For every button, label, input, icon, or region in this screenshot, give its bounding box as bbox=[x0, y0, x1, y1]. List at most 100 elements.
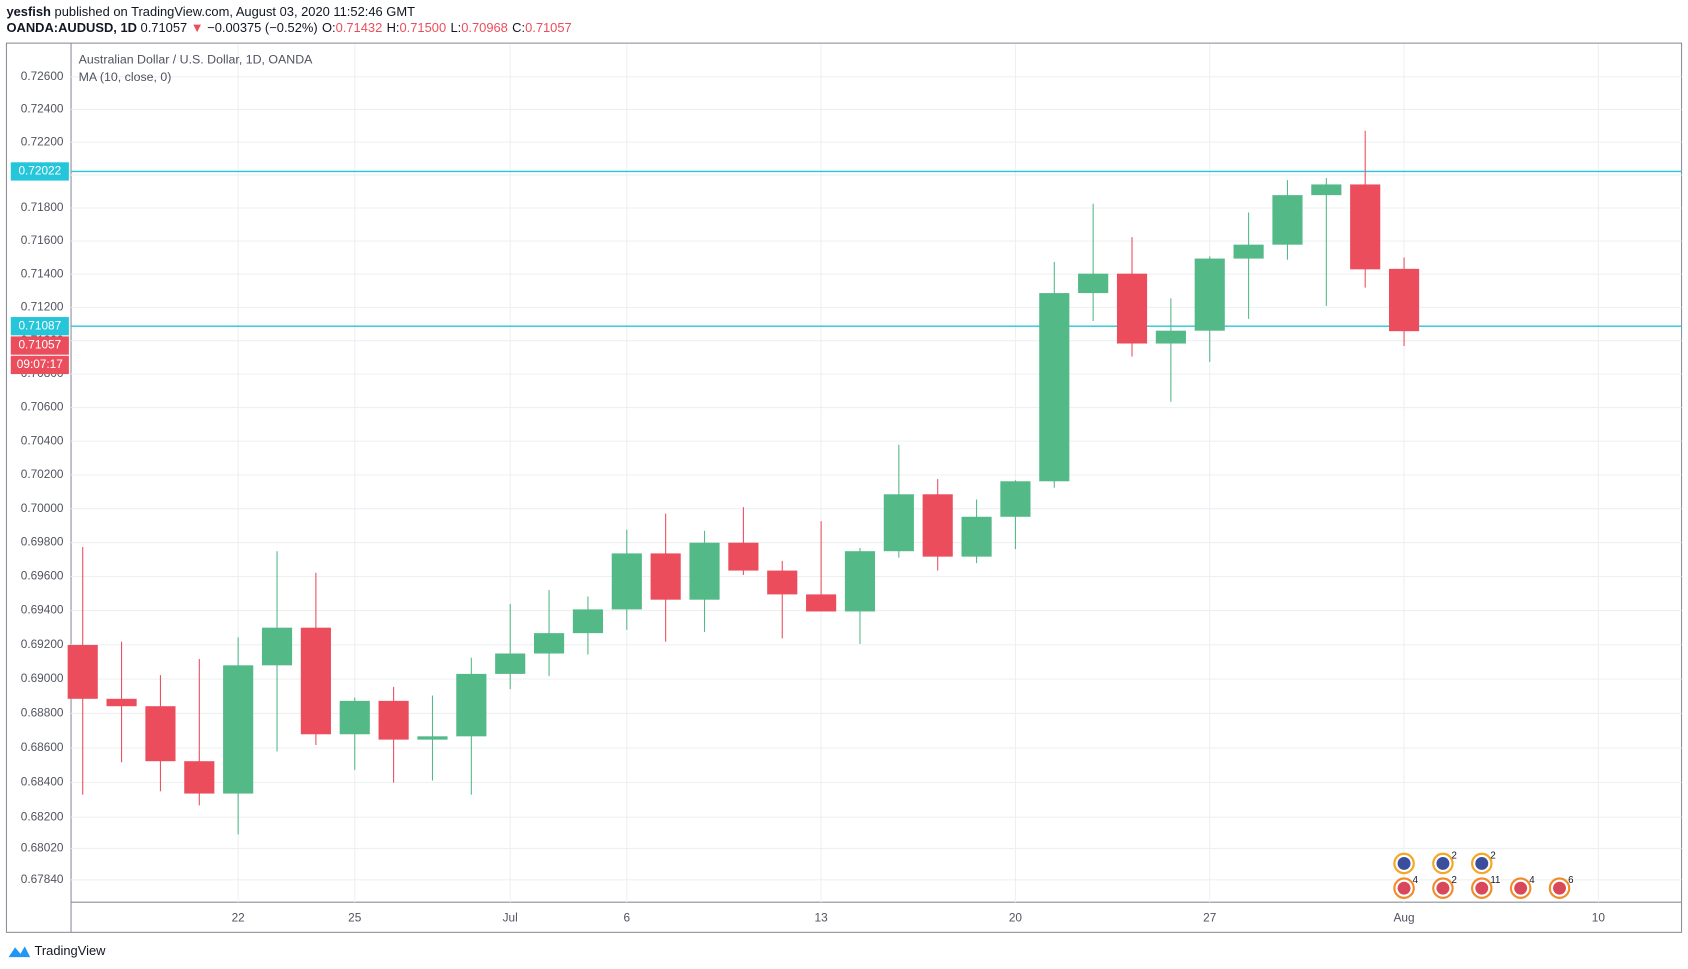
header-line-1: yesfish published on TradingView.com, Au… bbox=[6, 4, 415, 19]
last-price: 0.71057 bbox=[141, 21, 188, 36]
y-tick-label: 0.68020 bbox=[21, 841, 64, 855]
y-tick-label: 0.70000 bbox=[21, 501, 64, 515]
y-tick-label: 0.67840 bbox=[21, 872, 64, 886]
x-tick-label: 22 bbox=[232, 910, 245, 924]
candle-body bbox=[184, 761, 215, 794]
event-icon: 2 bbox=[1432, 850, 1457, 875]
brand: TradingView bbox=[34, 943, 106, 958]
x-tick-label: Jul bbox=[503, 910, 518, 924]
candle-body bbox=[223, 665, 254, 794]
y-tick-label: 0.71600 bbox=[21, 233, 64, 247]
change: −0.00375 (−0.52%) bbox=[207, 21, 318, 36]
candle-body bbox=[1116, 273, 1148, 344]
y-tick-label: 0.68200 bbox=[21, 809, 64, 823]
event-count: 2 bbox=[1452, 875, 1457, 886]
event-icon: 11 bbox=[1471, 875, 1500, 899]
candle-body bbox=[1388, 268, 1420, 332]
y-tick-label: 0.71400 bbox=[21, 266, 64, 280]
candle-body bbox=[495, 653, 526, 674]
candle-body bbox=[1039, 293, 1070, 482]
candle-body bbox=[572, 609, 604, 634]
last-price-tag: 0.71057 bbox=[18, 338, 61, 352]
y-tick-label: 0.72400 bbox=[21, 102, 64, 116]
candle-body bbox=[417, 736, 448, 740]
event-icon: 4 bbox=[1393, 875, 1419, 899]
y-tick-label: 0.68600 bbox=[21, 740, 64, 754]
y-tick-label: 0.68400 bbox=[21, 775, 64, 789]
line-price-tag-bg bbox=[10, 162, 69, 181]
candle-body bbox=[844, 551, 876, 612]
candle-body bbox=[611, 553, 642, 610]
logo: TradingView bbox=[8, 943, 106, 958]
grid bbox=[71, 44, 1682, 903]
legend-ma: MA (10, close, 0) bbox=[79, 70, 172, 84]
y-tick-label: 0.72200 bbox=[21, 134, 64, 148]
event-flag bbox=[1475, 856, 1489, 870]
candle-body bbox=[300, 627, 331, 735]
candle-body bbox=[261, 627, 293, 666]
chart-frame bbox=[5, 42, 1683, 933]
countdown-tag: 09:07:17 bbox=[17, 357, 63, 371]
event-flag bbox=[1397, 881, 1411, 895]
candle-body bbox=[767, 570, 798, 595]
published: published on TradingView.com, August 03,… bbox=[55, 4, 416, 19]
candle-body bbox=[1233, 244, 1264, 259]
candle-body bbox=[145, 706, 176, 762]
ohlc-label: O: bbox=[322, 21, 336, 36]
event-flag bbox=[1436, 856, 1450, 870]
candle-body bbox=[378, 700, 409, 740]
x-tick-label: 27 bbox=[1203, 910, 1216, 924]
plot: 2 2 4 2 11 4 6 bbox=[67, 130, 1682, 899]
candle-body bbox=[806, 594, 837, 612]
x-tick-label: 25 bbox=[348, 910, 362, 924]
line-price-tag: 0.72022 bbox=[18, 164, 61, 178]
ohlc-value: 0.71432 bbox=[336, 21, 383, 36]
candle-body bbox=[883, 494, 914, 552]
x-tick-label: 10 bbox=[1592, 910, 1606, 924]
candle-body bbox=[1155, 330, 1186, 344]
ohlc-value: 0.70968 bbox=[461, 21, 508, 36]
event-flag bbox=[1475, 881, 1489, 895]
y-tick-label: 0.69400 bbox=[21, 603, 64, 617]
countdown-tag-bg bbox=[10, 355, 69, 375]
candle-body bbox=[106, 698, 137, 707]
last-price-tag-bg bbox=[10, 336, 69, 355]
event-count: 4 bbox=[1413, 875, 1419, 886]
y-tick-label: 0.70200 bbox=[21, 467, 64, 481]
candle-body bbox=[533, 633, 565, 654]
x-tick-label: 20 bbox=[1009, 910, 1023, 924]
event-flag bbox=[1436, 881, 1450, 895]
line-price-tag: 0.71087 bbox=[18, 318, 61, 332]
y-tick-label: 0.72600 bbox=[21, 69, 64, 83]
event-flag bbox=[1397, 856, 1411, 870]
logo-icon bbox=[8, 946, 31, 958]
y-tick-label: 0.68800 bbox=[21, 706, 64, 720]
event-icon: 2 bbox=[1471, 850, 1496, 875]
candle-body bbox=[1078, 273, 1109, 294]
x-tick-label: Aug bbox=[1394, 910, 1415, 924]
candle-body bbox=[1272, 195, 1303, 245]
y-tick-label: 0.69000 bbox=[21, 671, 64, 685]
y-tick-label: 0.69600 bbox=[21, 569, 64, 583]
candle-body bbox=[650, 553, 681, 600]
candle-body bbox=[456, 673, 487, 737]
event-icon: 6 bbox=[1548, 875, 1574, 899]
x-tick-label: 13 bbox=[815, 910, 829, 924]
candle-body bbox=[728, 542, 759, 571]
candle-body bbox=[339, 700, 370, 735]
y-tick-label: 0.70400 bbox=[21, 433, 64, 447]
event-flag bbox=[1514, 881, 1528, 895]
ohlc-label: H: bbox=[387, 21, 400, 36]
event-count: 11 bbox=[1490, 875, 1500, 886]
down-arrow: ▼ bbox=[187, 21, 207, 36]
ohlc-label: C: bbox=[512, 21, 525, 36]
ohlc-label: L: bbox=[450, 21, 461, 36]
author: yesfish bbox=[6, 4, 51, 19]
x-tick-label: 6 bbox=[623, 910, 630, 924]
ohlc-value: 0.71057 bbox=[525, 21, 572, 36]
candle-body bbox=[1194, 258, 1225, 331]
y-tick-label: 0.69800 bbox=[21, 535, 64, 549]
axes: 0.67840 0.68020 0.68200 0.68400 0.68600 0.688… bbox=[10, 69, 1606, 924]
candle-body bbox=[961, 516, 992, 557]
